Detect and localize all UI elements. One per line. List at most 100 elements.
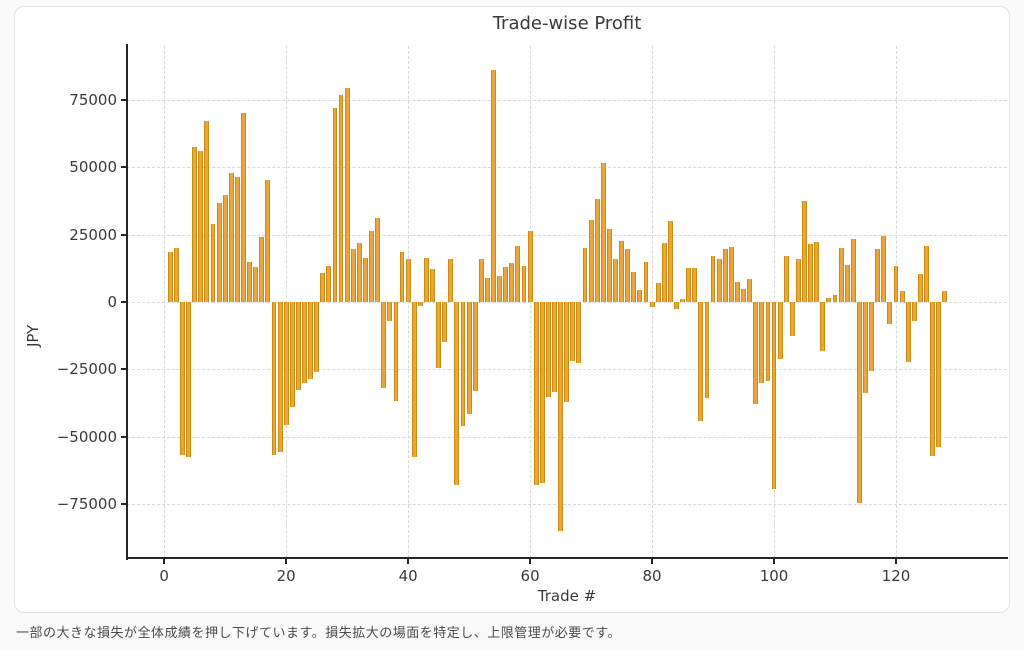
- x-tick-label: 20: [276, 567, 296, 585]
- bar-trade-42: [417, 302, 423, 307]
- bar-trade-73: [606, 228, 612, 302]
- bar-trade-120: [893, 265, 899, 302]
- bar-trade-5: [192, 146, 198, 302]
- bar-trade-93: [728, 247, 734, 302]
- bar-trade-82: [661, 242, 667, 302]
- bar-trade-78: [637, 289, 643, 302]
- y-tick-mark: [121, 435, 126, 438]
- bar-trade-55: [497, 276, 503, 302]
- bar-trade-35: [375, 217, 381, 302]
- bar-trade-111: [838, 247, 844, 302]
- plot-area: [127, 46, 1007, 558]
- bar-trade-31: [350, 248, 356, 302]
- bar-trade-16: [259, 237, 265, 302]
- bar-trade-44: [430, 269, 435, 302]
- bar-trade-75: [619, 241, 625, 302]
- h-gridline: [127, 234, 1007, 236]
- bar-trade-45: [436, 302, 442, 368]
- bar-trade-116: [869, 302, 875, 372]
- bar-trade-128: [942, 290, 948, 302]
- y-tick-label: −50000: [56, 427, 117, 446]
- y-axis-label: JPY: [24, 324, 42, 347]
- bar-trade-86: [686, 268, 692, 302]
- h-gridline: [127, 99, 1007, 101]
- bar-trade-118: [881, 235, 887, 302]
- bar-trade-9: [216, 202, 222, 302]
- bar-trade-108: [820, 302, 826, 351]
- bar-trade-63: [545, 302, 551, 397]
- x-axis-spine: [126, 557, 1008, 559]
- bar-trade-107: [814, 241, 820, 302]
- bar-trade-28: [332, 107, 338, 302]
- bar-trade-3: [180, 302, 185, 455]
- bar-trade-104: [795, 259, 801, 302]
- bar-trade-71: [594, 198, 600, 302]
- bar-trade-20: [283, 302, 289, 425]
- bar-trade-76: [625, 249, 631, 302]
- bar-trade-89: [704, 302, 710, 398]
- bar-trade-114: [856, 302, 862, 503]
- bar-trade-61: [533, 302, 539, 485]
- bar-trade-60: [527, 231, 533, 302]
- y-tick-label: 0: [107, 293, 117, 311]
- bar-trade-95: [741, 288, 746, 302]
- bar-trade-102: [783, 255, 789, 302]
- bar-trade-65: [558, 302, 564, 532]
- insight-caption: 一部の大きな損失が全体成績を押し下げています。損失拡大の場面を特定し、上限管理が…: [16, 626, 621, 641]
- bar-trade-40: [405, 259, 411, 302]
- bar-trade-15: [253, 266, 259, 302]
- bar-trade-6: [198, 150, 204, 302]
- bar-trade-30: [344, 88, 350, 302]
- bar-trade-96: [747, 279, 753, 302]
- bar-trade-81: [655, 283, 661, 302]
- bar-trade-112: [844, 264, 850, 302]
- x-tick-mark: [285, 559, 288, 564]
- bar-trade-115: [863, 302, 868, 393]
- bar-trade-79: [643, 261, 649, 302]
- bar-trade-47: [448, 259, 454, 302]
- bar-trade-50: [466, 302, 472, 414]
- x-tick-mark: [529, 559, 532, 564]
- bar-trade-80: [649, 302, 655, 307]
- bar-trade-97: [753, 302, 759, 405]
- v-gridline: [896, 46, 897, 558]
- y-tick-mark: [121, 233, 126, 236]
- bar-trade-94: [735, 281, 740, 302]
- bar-trade-101: [777, 302, 783, 359]
- y-tick-mark: [121, 166, 126, 169]
- x-tick-mark: [163, 559, 166, 564]
- bar-trade-4: [186, 302, 192, 458]
- v-gridline: [164, 46, 166, 558]
- y-tick-label: 25000: [69, 225, 117, 244]
- bar-trade-121: [899, 290, 905, 302]
- v-gridline: [530, 46, 532, 558]
- bar-trade-27: [326, 266, 332, 302]
- bar-trade-51: [472, 302, 478, 392]
- bar-trade-125: [924, 245, 929, 302]
- bar-trade-92: [722, 248, 728, 302]
- bar-trade-91: [716, 259, 722, 302]
- x-tick-label: 0: [159, 567, 169, 585]
- bar-trade-19: [277, 302, 283, 452]
- x-tick-label: 120: [881, 567, 911, 585]
- bar-trade-43: [423, 258, 429, 302]
- y-tick-label: 50000: [69, 158, 117, 177]
- x-tick-label: 100: [759, 567, 789, 585]
- bar-trade-14: [247, 261, 252, 302]
- chart-card: Trade-wise Profit JPY Trade # 75000 50000…: [14, 6, 1010, 613]
- bar-trade-23: [302, 302, 307, 384]
- bar-trade-54: [491, 70, 496, 302]
- bar-trade-24: [308, 302, 313, 380]
- bar-trade-38: [393, 302, 399, 401]
- bar-trade-105: [802, 201, 807, 302]
- x-tick-mark: [773, 559, 776, 564]
- bar-trade-123: [911, 302, 917, 322]
- bar-trade-69: [582, 248, 588, 302]
- bar-trade-110: [832, 294, 838, 302]
- bar-trade-37: [387, 302, 393, 321]
- v-gridline: [408, 46, 410, 558]
- bar-trade-32: [356, 243, 362, 302]
- bar-trade-41: [411, 302, 417, 458]
- x-tick-mark: [895, 559, 897, 564]
- x-tick-label: 40: [398, 567, 418, 585]
